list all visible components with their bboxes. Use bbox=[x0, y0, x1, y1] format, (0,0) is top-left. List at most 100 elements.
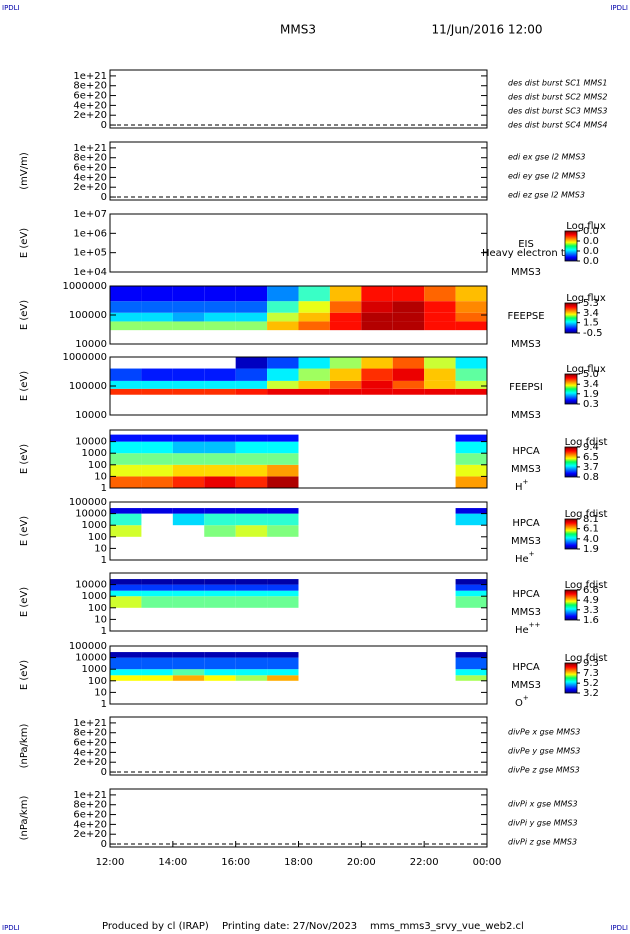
spectrogram-cell bbox=[455, 596, 487, 608]
species-name: H bbox=[515, 482, 523, 493]
spectrogram-cell bbox=[110, 434, 142, 442]
spectrogram-cell bbox=[141, 464, 173, 477]
spectrogram-cell bbox=[392, 357, 425, 369]
spectrogram-cell bbox=[141, 652, 173, 658]
spectrogram-cell bbox=[455, 657, 487, 670]
corner-label: IPDLI bbox=[2, 4, 20, 12]
y-tick-label: 0 bbox=[101, 192, 107, 203]
spectrogram-cell bbox=[172, 513, 205, 526]
spectrogram-cell bbox=[141, 380, 173, 389]
y-tick-label: 2e+20 bbox=[73, 182, 107, 193]
y-axis-label: E (eV) bbox=[19, 587, 30, 617]
colorbar-tick-label: 4.9 bbox=[583, 595, 599, 606]
spacecraft-label: MMS3 bbox=[511, 680, 541, 691]
spectrogram-cell bbox=[392, 368, 425, 381]
y-tick-label: 100000 bbox=[69, 381, 107, 392]
colorbar-tick-label: 6.6 bbox=[583, 585, 599, 596]
spectrogram-cell bbox=[267, 508, 299, 514]
spacecraft-label: MMS3 bbox=[511, 536, 541, 547]
spectrogram-cell bbox=[267, 388, 299, 395]
panel-frame bbox=[109, 788, 488, 848]
spectrogram-cell bbox=[141, 388, 173, 395]
species-name: O bbox=[515, 698, 523, 709]
footer-file: mms_mms3_srvy_vue_web2.cl bbox=[370, 921, 524, 932]
y-tick-label: 4e+20 bbox=[73, 100, 107, 111]
y-tick-label: 4e+20 bbox=[73, 747, 107, 758]
spectrogram-cell bbox=[424, 368, 456, 381]
legend-entry: divPi y gse MMS3 bbox=[508, 819, 578, 828]
y-tick-label: 100 bbox=[88, 532, 107, 543]
spectrogram-cell bbox=[455, 579, 487, 585]
spectrogram-cell bbox=[235, 464, 268, 477]
colorbar-tick-label: 1.5 bbox=[583, 318, 599, 329]
colorbar-tick-label: 9.4 bbox=[583, 442, 599, 453]
spectrogram-cell bbox=[172, 657, 205, 670]
spectrogram-cell bbox=[141, 434, 173, 442]
spectrogram-cell bbox=[361, 286, 393, 302]
colorbar-tick-label: 6.5 bbox=[583, 452, 599, 463]
legend-entry: des dist burst SC3 MMS3 bbox=[508, 107, 607, 116]
spectrogram-cell bbox=[141, 508, 173, 514]
spectrogram-cell bbox=[172, 579, 205, 585]
spectrogram-cell bbox=[110, 584, 142, 591]
spectrogram-cell bbox=[267, 434, 299, 442]
spectrogram-cell bbox=[455, 453, 487, 465]
instrument-label: HPCA bbox=[512, 589, 540, 600]
spectrogram-cell bbox=[235, 579, 268, 585]
y-tick-label: 1 bbox=[101, 699, 107, 710]
legend-entry: divPi z gse MMS3 bbox=[508, 838, 577, 847]
y-axis-label: (mV/m) bbox=[19, 152, 30, 190]
spectrogram-cell bbox=[204, 321, 236, 331]
spectrogram-cell bbox=[141, 579, 173, 585]
spectrogram-cell bbox=[110, 476, 142, 488]
date: 11/Jun/2016 12:00 bbox=[431, 23, 542, 37]
legend-entry: divPe x gse MMS3 bbox=[508, 728, 580, 737]
colorbar-tick-label: 9.3 bbox=[583, 658, 599, 669]
x-tick-label: 14:00 bbox=[158, 857, 187, 868]
y-tick-label: 6e+20 bbox=[73, 738, 107, 749]
colorbar-title: Log flux bbox=[566, 293, 606, 304]
spectrogram-cell bbox=[204, 652, 236, 658]
spectrogram-cell bbox=[110, 321, 142, 331]
spectrogram-cell bbox=[110, 513, 142, 526]
spectrogram-cell bbox=[110, 525, 142, 537]
y-tick-label: 1000000 bbox=[62, 352, 107, 363]
colorbar bbox=[564, 302, 578, 334]
instrument-label: FEEPSE bbox=[507, 311, 544, 322]
y-tick-label: 10 bbox=[94, 614, 107, 625]
y-tick-label: 1e+06 bbox=[73, 228, 107, 239]
panel-frame bbox=[109, 429, 488, 489]
y-tick-label: 1 bbox=[101, 555, 107, 566]
y-tick-label: 10000 bbox=[75, 339, 107, 350]
spectrogram-cell bbox=[455, 357, 487, 369]
spectrogram-cell bbox=[267, 584, 299, 591]
panel-frame bbox=[109, 213, 488, 273]
y-tick-label: 8e+20 bbox=[73, 728, 107, 739]
colorbar-tick-label: 1.9 bbox=[583, 544, 599, 555]
spectrogram-cell bbox=[141, 441, 173, 454]
spectrogram-cell bbox=[298, 312, 330, 322]
y-tick-label: 2e+20 bbox=[73, 829, 107, 840]
spectrogram-cell bbox=[455, 312, 487, 322]
spectrogram-cell bbox=[204, 434, 236, 442]
colorbar-title: Log fdist bbox=[565, 437, 608, 448]
species-charge: + bbox=[523, 478, 529, 486]
spectrogram-cell bbox=[267, 301, 299, 313]
spectrogram-cell bbox=[204, 453, 236, 465]
spectrogram-cell bbox=[235, 301, 268, 313]
spectrogram-cell bbox=[267, 476, 299, 488]
spectrogram-cell bbox=[392, 312, 425, 322]
panel-frame bbox=[109, 645, 488, 705]
spectrogram-cell bbox=[172, 669, 205, 676]
legend-entry: des dist burst SC4 MMS4 bbox=[508, 121, 607, 130]
spectrogram-cell bbox=[141, 453, 173, 465]
spectrogram-cell bbox=[110, 579, 142, 585]
y-tick-label: 1000 bbox=[82, 664, 107, 675]
spectrogram-cell bbox=[204, 388, 236, 395]
spectrogram-cell bbox=[172, 508, 205, 514]
y-tick-label: 1e+21 bbox=[73, 790, 107, 801]
y-tick-label: 6e+20 bbox=[73, 163, 107, 174]
spectrogram-cell bbox=[267, 579, 299, 585]
species-name: He bbox=[515, 625, 529, 636]
colorbar-tick-label: 5.3 bbox=[583, 298, 599, 309]
